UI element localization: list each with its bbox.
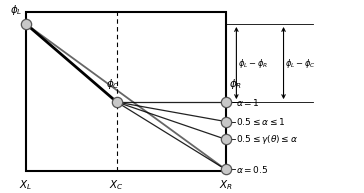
Text: $0.5\leq\gamma(\theta)\leq\alpha$: $0.5\leq\gamma(\theta)\leq\alpha$ bbox=[236, 133, 298, 146]
Point bbox=[114, 101, 120, 104]
Text: $0.5\leq\alpha\leq 1$: $0.5\leq\alpha\leq 1$ bbox=[236, 116, 286, 127]
Text: $\alpha=1$: $\alpha=1$ bbox=[236, 96, 260, 108]
Text: $\phi_L$: $\phi_L$ bbox=[10, 3, 23, 17]
Bar bbox=[26, 12, 226, 171]
Text: $\phi_L-\phi_C$: $\phi_L-\phi_C$ bbox=[285, 57, 316, 69]
Text: $X_L$: $X_L$ bbox=[20, 178, 33, 192]
Text: $\alpha=0.5$: $\alpha=0.5$ bbox=[236, 164, 269, 175]
Point bbox=[23, 23, 29, 26]
Text: $\phi_R$: $\phi_R$ bbox=[229, 77, 242, 91]
Point bbox=[223, 120, 229, 123]
Point bbox=[223, 138, 229, 141]
Text: $\phi_C$: $\phi_C$ bbox=[106, 77, 120, 91]
Text: $X_C$: $X_C$ bbox=[110, 178, 124, 192]
Text: $X_R$: $X_R$ bbox=[218, 178, 233, 192]
Point bbox=[223, 101, 229, 104]
Point bbox=[223, 168, 229, 171]
Text: $\phi_L-\phi_R$: $\phi_L-\phi_R$ bbox=[238, 57, 269, 69]
